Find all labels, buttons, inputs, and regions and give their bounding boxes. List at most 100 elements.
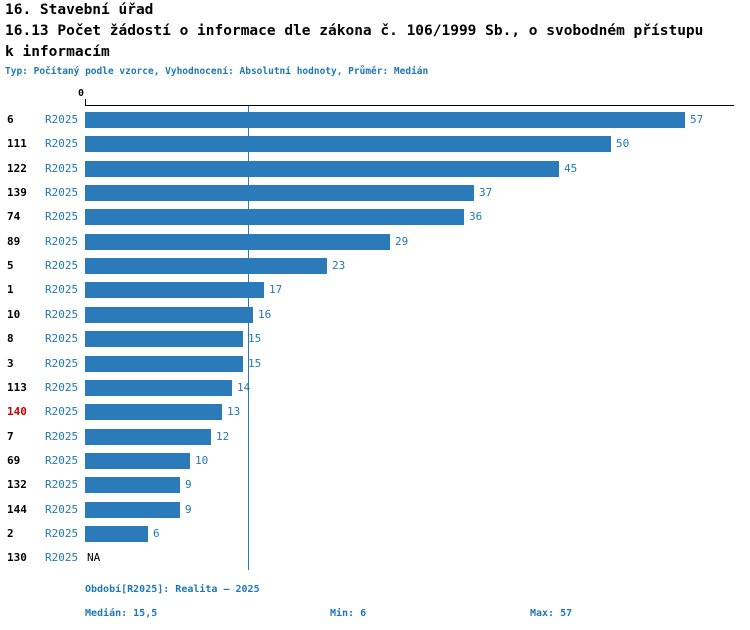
chart-row: 144 R2025 9 (0, 498, 750, 522)
footer-min: Min: 6 (330, 608, 367, 619)
bar-value-label: 9 (185, 478, 192, 491)
footer-max: Max: 57 (530, 608, 573, 619)
chart-row: 69 R2025 10 (0, 449, 750, 473)
row-period-label: R2025 (45, 551, 79, 564)
axis-zero-label: 0 (78, 88, 85, 99)
value-bar (85, 331, 243, 347)
value-bar (85, 429, 211, 445)
row-period-label: R2025 (45, 527, 79, 540)
chart-rows: 6 R2025 57 111 R2025 50 122 R2025 45 139 R2025 37 74… (0, 108, 750, 571)
row-id-label: 1 (7, 283, 14, 296)
row-id-label: 122 (7, 162, 27, 175)
row-period-label: R2025 (45, 162, 79, 175)
row-id-label: 3 (7, 357, 14, 370)
row-period-label: R2025 (45, 478, 79, 491)
axis-tick (85, 99, 86, 105)
bar-value-label: 17 (269, 283, 283, 296)
value-bar (85, 185, 474, 201)
chart-row: 122 R2025 45 (0, 157, 750, 181)
footer-median: Medián: 15,5 (85, 608, 158, 619)
chart-row: 2 R2025 6 (0, 522, 750, 546)
footer-period: Období[R2025]: Realita – 2025 (85, 584, 260, 595)
value-bar (85, 112, 685, 128)
row-id-label: 111 (7, 137, 27, 150)
row-id-highlighted: 140 (7, 405, 27, 418)
chart-row: 10 R2025 16 (0, 303, 750, 327)
value-bar (85, 136, 611, 152)
chart-meta-info: Typ: Počítaný podle vzorce, Vyhodnocení:… (5, 66, 429, 77)
axis-top-line (85, 105, 734, 106)
chart-row: 74 R2025 36 (0, 205, 750, 229)
row-period-label: R2025 (45, 308, 79, 321)
bar-value-label: 12 (216, 430, 230, 443)
chart-subtitle-line2: k informacím (5, 44, 110, 60)
chart-row: 7 R2025 12 (0, 425, 750, 449)
bar-value-label: 57 (690, 113, 704, 126)
bar-value-label: 13 (227, 405, 241, 418)
bar-value-label: 50 (616, 137, 630, 150)
chart-row: 3 R2025 15 (0, 352, 750, 376)
chart-row: 139 R2025 37 (0, 181, 750, 205)
page-title: 16. Stavební úřad (5, 2, 154, 18)
row-id-label: 2 (7, 527, 14, 540)
value-bar (85, 161, 559, 177)
chart-row: 8 R2025 15 (0, 327, 750, 351)
row-id-label: 69 (7, 454, 21, 467)
row-id-label: 89 (7, 235, 21, 248)
chart-row: 111 R2025 50 (0, 132, 750, 156)
value-bar (85, 453, 190, 469)
row-id-label: 5 (7, 259, 14, 272)
bar-value-label: 16 (258, 308, 272, 321)
chart-row: 113 R2025 14 (0, 376, 750, 400)
value-bar (85, 502, 180, 518)
row-id-label: 6 (7, 113, 14, 126)
chart-row: 89 R2025 29 (0, 230, 750, 254)
value-bar (85, 234, 390, 250)
value-bar (85, 282, 264, 298)
row-id-label: 144 (7, 503, 27, 516)
row-id-label: 132 (7, 478, 27, 491)
bar-value-label: 14 (237, 381, 251, 394)
row-period-label: R2025 (45, 210, 79, 223)
bar-value-label: 9 (185, 503, 192, 516)
bar-value-label: 6 (153, 527, 160, 540)
chart-row: 6 R2025 57 (0, 108, 750, 132)
row-period-label: R2025 (45, 332, 79, 345)
row-id-label: 139 (7, 186, 27, 199)
row-period-label: R2025 (45, 381, 79, 394)
row-period-label: R2025 (45, 235, 79, 248)
bar-value-label: 15 (248, 357, 262, 370)
row-id-label: 7 (7, 430, 14, 443)
row-period-label: R2025 (45, 357, 79, 370)
value-bar (85, 258, 327, 274)
row-period-label: R2025 (45, 113, 79, 126)
bar-value-label: 45 (564, 162, 578, 175)
row-id-label: 10 (7, 308, 21, 321)
value-bar (85, 404, 222, 420)
row-id-label: 113 (7, 381, 27, 394)
chart-row: 130 R2025 NA (0, 546, 750, 570)
chart-subtitle-line1: 16.13 Počet žádostí o informace dle záko… (5, 23, 704, 39)
value-bar (85, 209, 464, 225)
row-id-label: 130 (7, 551, 27, 564)
row-period-label: R2025 (45, 430, 79, 443)
bar-value-label: 29 (395, 235, 409, 248)
row-period-label: R2025 (45, 137, 79, 150)
value-bar (85, 477, 180, 493)
row-period-label: R2025 (45, 454, 79, 467)
value-bar (85, 526, 148, 542)
bar-value-label: 36 (469, 210, 483, 223)
row-period-label: R2025 (45, 283, 79, 296)
median-line (248, 106, 249, 570)
chart-row: 140 R2025 13 (0, 400, 750, 424)
row-id-label: 74 (7, 210, 21, 223)
bar-value-label: 23 (332, 259, 346, 272)
bar-value-label: 10 (195, 454, 209, 467)
bar-value-label: 15 (248, 332, 262, 345)
chart-row: 5 R2025 23 (0, 254, 750, 278)
na-value-label: NA (87, 551, 101, 564)
value-bar (85, 307, 253, 323)
chart-row: 132 R2025 9 (0, 473, 750, 497)
